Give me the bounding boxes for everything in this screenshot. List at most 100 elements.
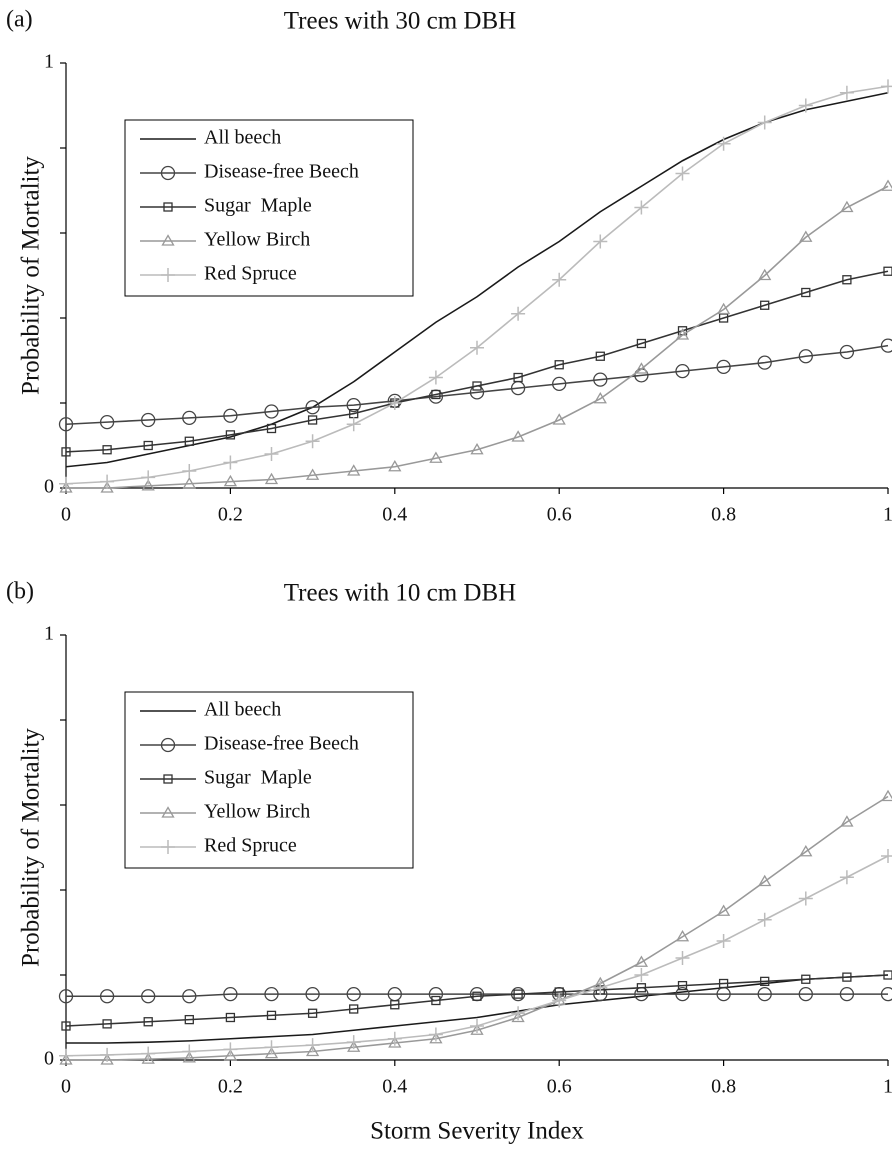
x-tick-label: 1	[883, 1076, 892, 1098]
marker	[675, 986, 690, 1002]
marker	[161, 234, 175, 246]
marker	[307, 1008, 318, 1018]
marker	[223, 474, 238, 487]
marker	[346, 1035, 361, 1050]
marker	[636, 338, 647, 349]
marker	[100, 474, 115, 489]
marker	[223, 455, 238, 470]
marker	[842, 275, 852, 285]
marker	[182, 989, 197, 1004]
series-line	[65, 344, 889, 426]
chart-title: Trees with 10 cm DBH	[284, 580, 516, 607]
marker	[716, 904, 731, 916]
marker	[305, 434, 320, 449]
marker	[839, 870, 854, 885]
x-tick-label: 0.8	[711, 1076, 736, 1098]
marker	[511, 430, 525, 442]
legend-label: Yellow Birch	[204, 801, 310, 823]
marker	[182, 476, 196, 489]
marker	[223, 986, 238, 1002]
marker	[266, 423, 277, 434]
marker	[161, 840, 175, 854]
marker	[675, 166, 690, 181]
marker	[184, 1014, 194, 1025]
marker	[552, 413, 566, 425]
marker	[264, 404, 279, 419]
y-tick-label: 0	[44, 476, 54, 498]
marker	[182, 1044, 197, 1059]
marker	[143, 440, 153, 451]
x-tick-label: 0	[61, 1076, 71, 1098]
marker	[757, 912, 772, 927]
series-line	[65, 270, 889, 453]
marker	[347, 464, 361, 476]
marker	[798, 98, 813, 113]
legend-label: Disease-free Beech	[204, 733, 359, 755]
legend-label: Sugar Maple	[204, 767, 312, 789]
legend-label: Sugar Maple	[204, 195, 312, 217]
marker	[758, 268, 772, 281]
marker	[61, 1021, 71, 1031]
x-tick-label: 0.2	[218, 504, 243, 526]
marker	[760, 300, 770, 310]
marker	[100, 481, 114, 493]
marker	[346, 417, 361, 432]
marker	[305, 1044, 320, 1057]
marker	[760, 976, 770, 987]
marker	[264, 472, 279, 485]
marker	[59, 1048, 73, 1063]
marker	[141, 470, 156, 485]
marker	[798, 986, 813, 1002]
marker	[266, 1010, 277, 1021]
marker	[554, 360, 564, 370]
marker	[881, 179, 892, 191]
marker	[305, 468, 320, 480]
legend-label: All beech	[204, 699, 281, 721]
marker	[160, 165, 176, 181]
marker	[798, 891, 813, 906]
marker	[881, 849, 892, 863]
marker	[839, 85, 854, 100]
y-tick-label: 1	[44, 623, 54, 645]
marker	[716, 359, 731, 375]
marker	[552, 272, 567, 287]
marker	[141, 479, 155, 491]
marker	[264, 447, 279, 461]
x-tick-label: 0.2	[218, 1076, 243, 1098]
marker	[470, 340, 484, 355]
marker	[883, 970, 892, 980]
marker	[58, 417, 74, 432]
marker	[59, 476, 73, 491]
marker	[160, 737, 176, 753]
marker	[472, 991, 482, 1001]
x-tick-label: 0.6	[547, 1076, 572, 1098]
marker	[675, 363, 690, 379]
marker	[388, 459, 402, 472]
marker	[58, 989, 74, 1004]
marker	[511, 306, 526, 321]
marker	[634, 200, 649, 215]
marker	[102, 445, 112, 455]
legend-label: All beech	[204, 127, 281, 149]
marker	[264, 986, 279, 1002]
marker	[347, 1040, 361, 1052]
marker	[513, 989, 523, 999]
y-axis-label: Probability of Mortality	[18, 728, 45, 967]
marker	[511, 1006, 526, 1021]
marker	[881, 79, 892, 94]
x-tick-label: 1	[883, 504, 892, 526]
marker	[223, 1042, 238, 1057]
marker	[161, 806, 175, 818]
marker	[593, 372, 608, 387]
marker	[223, 408, 238, 423]
x-axis-label: Storm Severity Index	[370, 1118, 584, 1145]
marker	[840, 815, 854, 827]
marker	[428, 1027, 443, 1042]
marker	[100, 1047, 115, 1062]
marker	[223, 1048, 238, 1061]
y-axis-label: Probability of Mortality	[18, 156, 45, 395]
marker	[184, 436, 194, 446]
legend-label: Red Spruce	[204, 835, 297, 857]
legend-label: Red Spruce	[204, 263, 297, 285]
x-tick-label: 0.4	[382, 504, 407, 526]
